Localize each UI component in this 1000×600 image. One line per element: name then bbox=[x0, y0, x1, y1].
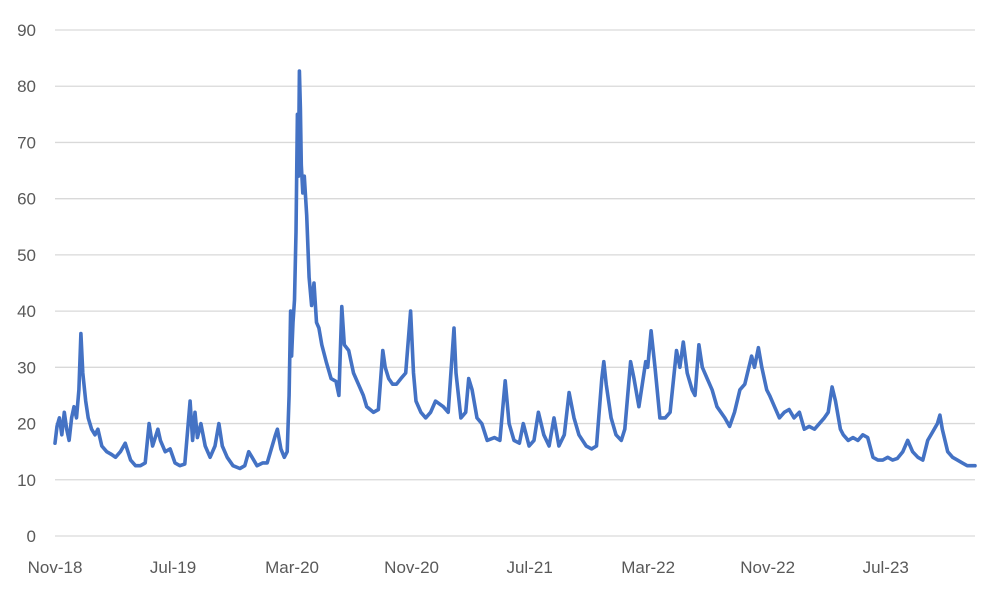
series-line-0 bbox=[53, 69, 977, 471]
y-axis-ticks: 0 10 20 30 40 50 60 70 80 90 bbox=[17, 21, 36, 546]
x-tick-label: Mar-22 bbox=[621, 558, 675, 577]
x-tick-label: Jul-21 bbox=[506, 558, 552, 577]
x-axis-ticks: Nov-18 Jul-19 Mar-20 Nov-20 Jul-21 Mar-22 Nov-… bbox=[28, 558, 909, 577]
x-tick-label: Nov-22 bbox=[740, 558, 795, 577]
series-group bbox=[53, 69, 977, 471]
y-tick-label: 60 bbox=[17, 190, 36, 209]
y-tick-label: 50 bbox=[17, 246, 36, 265]
x-tick-label: Nov-20 bbox=[384, 558, 439, 577]
y-tick-label: 10 bbox=[17, 471, 36, 490]
y-tick-label: 0 bbox=[27, 527, 36, 546]
y-tick-label: 80 bbox=[17, 77, 36, 96]
x-tick-label: Jul-19 bbox=[150, 558, 196, 577]
y-tick-label: 30 bbox=[17, 358, 36, 377]
gridlines bbox=[55, 29, 975, 537]
y-tick-label: 70 bbox=[17, 133, 36, 152]
y-tick-label: 40 bbox=[17, 302, 36, 321]
y-tick-label: 20 bbox=[17, 415, 36, 434]
y-tick-label: 90 bbox=[17, 21, 36, 40]
x-tick-label: Jul-23 bbox=[863, 558, 909, 577]
x-tick-label: Nov-18 bbox=[28, 558, 83, 577]
x-tick-label: Mar-20 bbox=[265, 558, 319, 577]
